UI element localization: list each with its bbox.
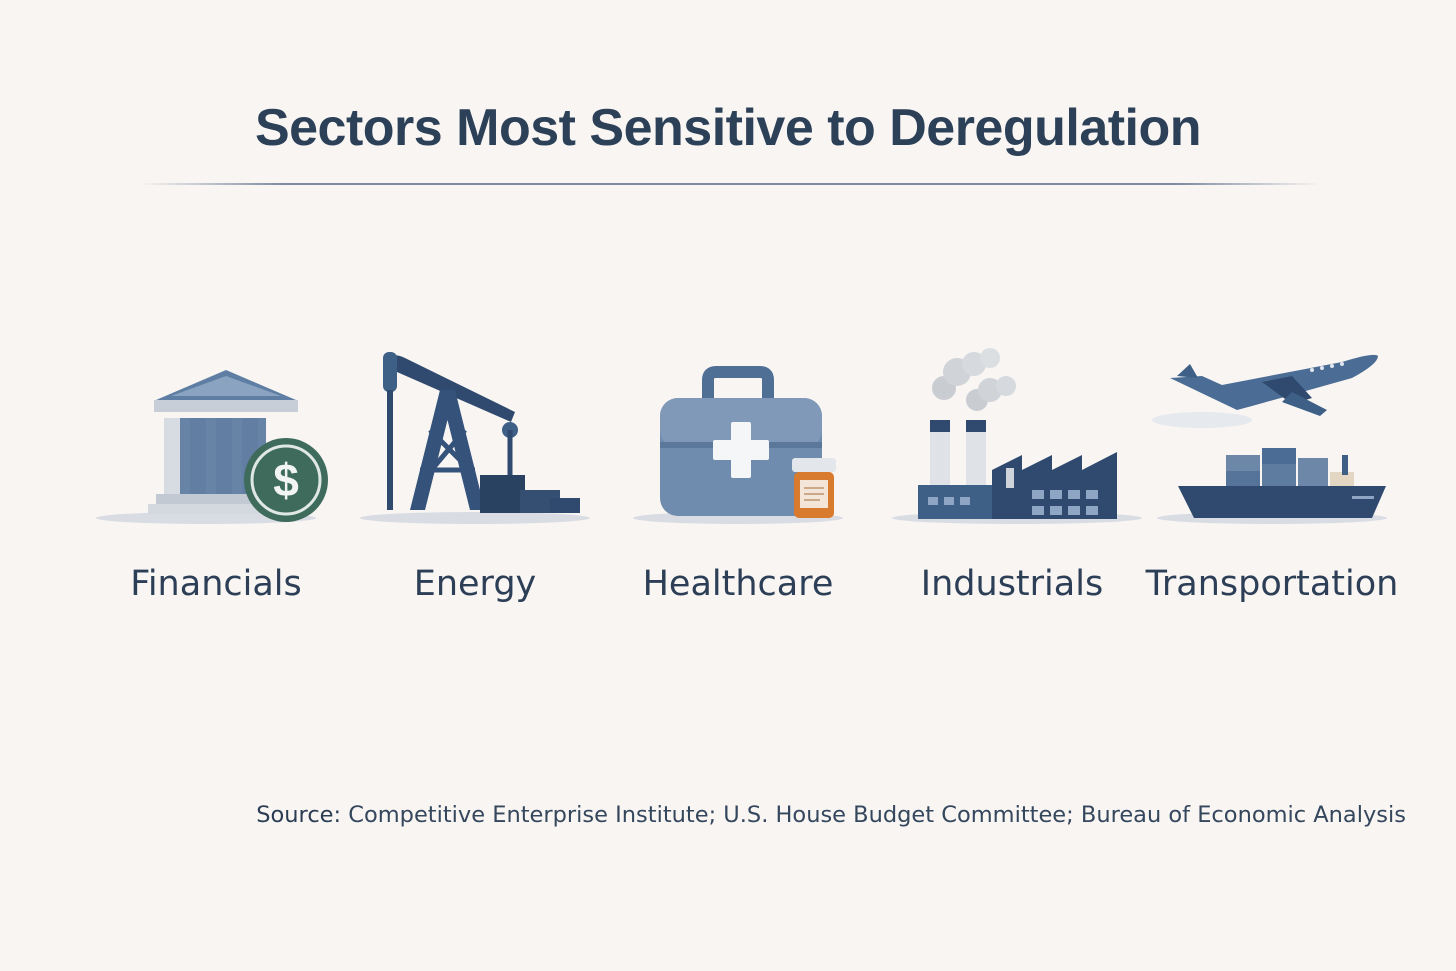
sector-label-financials: Financials: [130, 564, 302, 604]
source-label: Source:: [256, 802, 342, 828]
title-divider: [140, 183, 1320, 185]
oil-pump-icon: [360, 352, 590, 524]
sector-label-transportation: Transportation: [1145, 564, 1399, 604]
plane-ship-icon: [1152, 354, 1387, 524]
sector-label-energy: Energy: [413, 564, 537, 604]
svg-text:$: $: [273, 454, 299, 506]
sector-industrials: Industrials: [862, 330, 1162, 604]
sector-label-industrials: Industrials: [920, 564, 1104, 604]
sector-energy: Energy: [325, 330, 625, 604]
sector-financials: $ Financials: [66, 330, 366, 604]
medical-kit-icon: [633, 366, 843, 524]
source-text: Competitive Enterprise Institute; U.S. H…: [348, 802, 1406, 828]
source-note: Source: Competitive Enterprise Institute…: [256, 802, 1406, 828]
sector-label-healthcare: Healthcare: [642, 564, 834, 604]
factory-icon: [892, 348, 1142, 524]
bank-icon: $: [96, 370, 328, 524]
sector-transportation: Transportation: [1122, 330, 1422, 604]
sector-healthcare: Healthcare: [588, 330, 888, 604]
page-title: Sectors Most Sensitive to Deregulation: [254, 99, 1202, 157]
